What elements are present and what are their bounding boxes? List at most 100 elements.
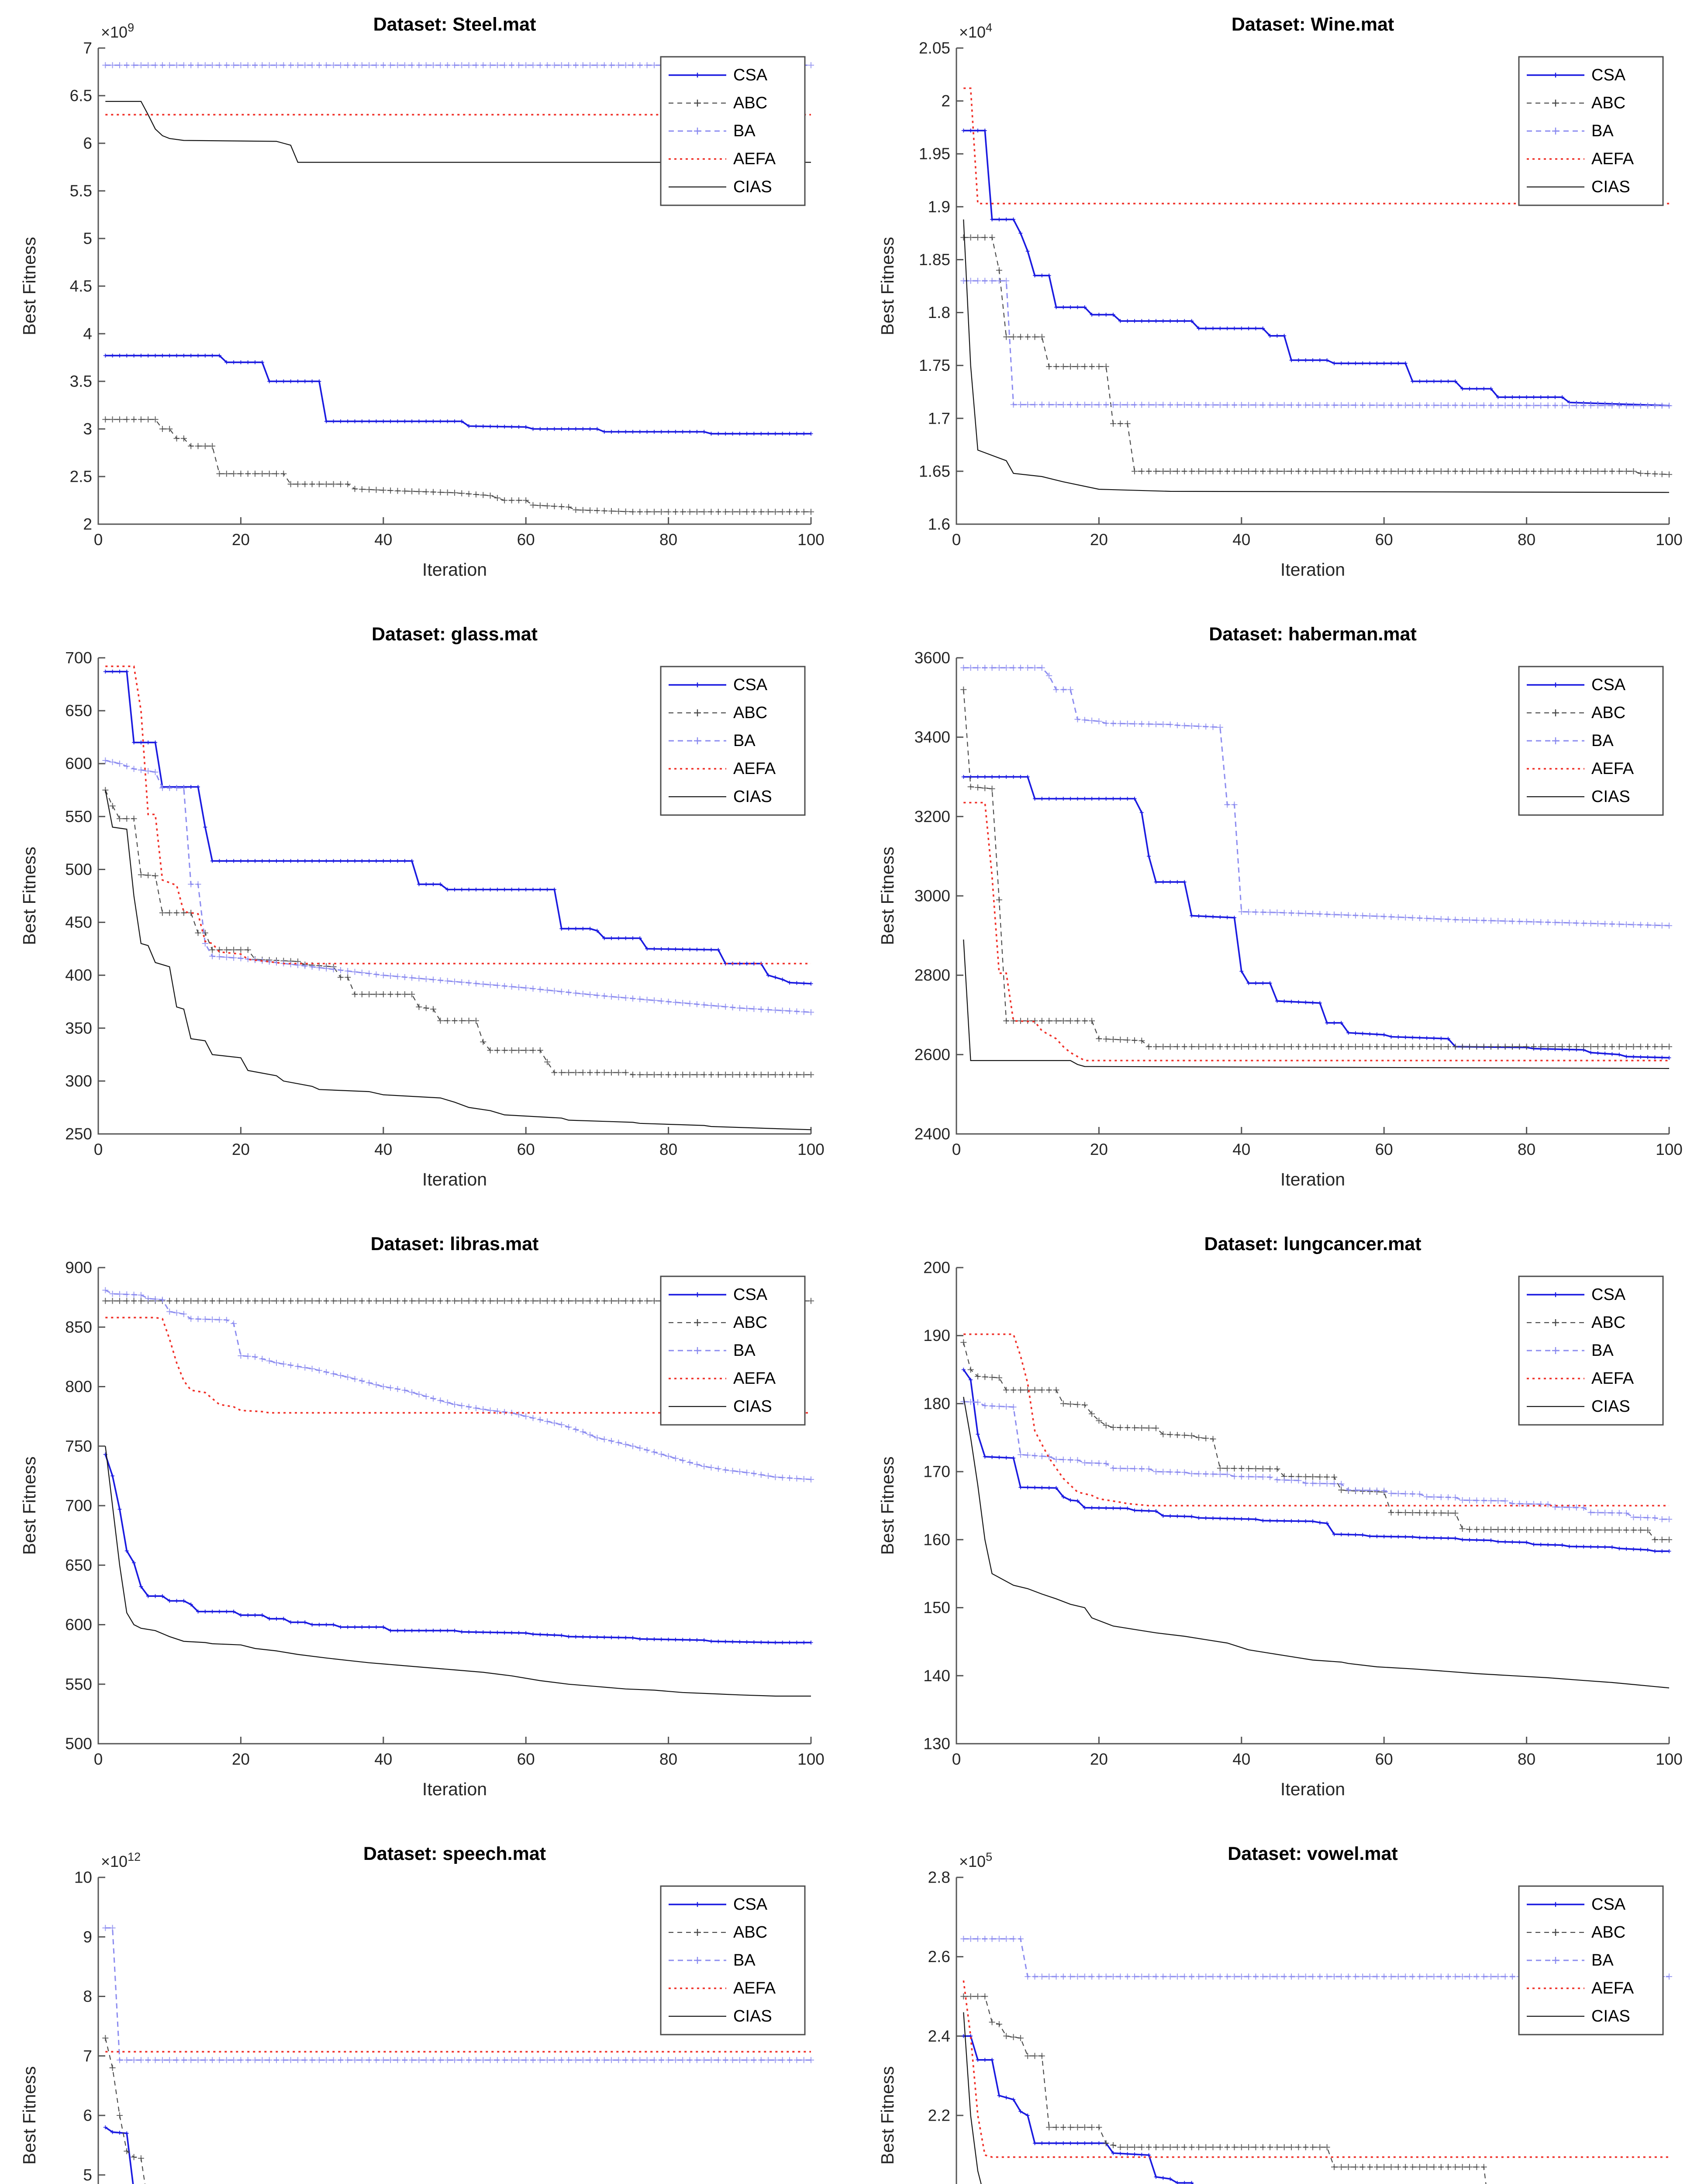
y-tick-label: 2400: [914, 1125, 950, 1143]
series-markers-ABC: [960, 234, 1672, 478]
legend-label-BA: BA: [1591, 122, 1614, 140]
y-tick-label: 4: [83, 325, 92, 343]
chart-dataset-libras-mat: 500 550 600 650 700 750 800 850 900 0 20 40 60 80 100 D…: [11, 1227, 828, 1813]
series-line-AEFA: [963, 1333, 1669, 1507]
series-markers-BA: [960, 664, 1672, 929]
legend-label-AEFA: AEFA: [1591, 1369, 1634, 1388]
series-line-CIAS: [105, 1446, 811, 1697]
plot-dataset-libras-mat: 500 550 600 650 700 750 800 850 900 0 20 40 60 80 100 D…: [11, 1227, 828, 1813]
series-markers-CSA: [103, 1452, 813, 1645]
y-tick-label: 400: [65, 966, 92, 984]
legend-label-BA: BA: [733, 1341, 756, 1360]
y-axis-label: Best Fitness: [877, 1456, 897, 1555]
legend-label-BA: BA: [733, 122, 756, 140]
y-tick-label: 550: [65, 1675, 92, 1693]
series-line-AEFA: [105, 1317, 811, 1414]
legend-label-ABC: ABC: [733, 704, 767, 722]
series-markers-CSA: [961, 1368, 1671, 1553]
y-tick-label: 170: [923, 1463, 950, 1481]
x-tick-label: 80: [659, 1140, 677, 1158]
series-line-AEFA: [963, 1980, 1669, 2158]
legend-label-CSA: CSA: [733, 1286, 768, 1304]
y-tick-label: 7: [83, 39, 92, 57]
x-tick-label: 40: [1232, 1750, 1250, 1768]
chart-title: Dataset: haberman.mat: [1209, 624, 1417, 645]
legend-label-CSA: CSA: [1591, 66, 1626, 84]
x-tick-label: 80: [659, 531, 677, 549]
legend-label-CIAS: CIAS: [733, 1397, 772, 1416]
x-tick-label: 40: [374, 1750, 392, 1768]
legend-label-CSA: CSA: [1591, 1286, 1626, 1304]
x-tick-label: 0: [94, 531, 103, 549]
legend-label-BA: BA: [1591, 1341, 1614, 1360]
legend-label-ABC: ABC: [733, 94, 767, 112]
y-tick-label: 160: [923, 1531, 950, 1548]
y-tick-label: 7: [83, 2047, 92, 2065]
legend-label-AEFA: AEFA: [733, 150, 776, 168]
x-tick-label: 60: [517, 531, 535, 549]
legend-label-ABC: ABC: [733, 1313, 767, 1332]
y-tick-label: 350: [65, 1019, 92, 1037]
legend-label-CSA: CSA: [733, 1895, 768, 1914]
legend-marker-BA: [1552, 1957, 1559, 1964]
y-tick-label: 800: [65, 1378, 92, 1396]
y-tick-label: 1.75: [919, 356, 950, 374]
series-markers-BA: [102, 1287, 814, 1482]
series-markers-ABC: [102, 416, 814, 515]
legend-label-CSA: CSA: [733, 66, 768, 84]
series-line-CIAS: [105, 790, 811, 1130]
series-markers-BA: [960, 1398, 1672, 1523]
legend-marker-ABC: [1552, 1319, 1559, 1326]
x-tick-label: 40: [374, 531, 392, 549]
y-tick-label: 850: [65, 1318, 92, 1336]
legend-label-AEFA: AEFA: [1591, 150, 1634, 168]
y-axis-exponent: ×1012: [101, 1850, 141, 1870]
x-tick-label: 100: [797, 1750, 825, 1768]
x-tick-label: 100: [1656, 1140, 1683, 1158]
chart-dataset-haberman-mat: 2400 2600 2800 3000 3200 3400 3600 0 20 40 60 80 100…: [869, 618, 1686, 1203]
y-tick-label: 2.6: [928, 1948, 950, 1966]
legend-marker-ABC: [1552, 709, 1559, 716]
x-tick-label: 0: [94, 1140, 103, 1158]
legend-marker-ABC: [694, 100, 701, 107]
legend-marker-ABC: [1552, 1929, 1559, 1936]
legend-label-BA: BA: [733, 732, 756, 750]
y-tick-label: 1.85: [919, 251, 950, 269]
y-tick-label: 180: [923, 1395, 950, 1413]
chart-dataset-glass-mat: 250 300 350 400 450 500 550 600 650 700 0 20 40 60 80 1…: [11, 618, 828, 1203]
x-tick-label: 20: [232, 531, 250, 549]
x-tick-label: 0: [952, 531, 961, 549]
legend-marker-ABC: [694, 1319, 701, 1326]
series-markers-ABC: [102, 2035, 144, 2162]
legend-marker-ABC: [1552, 100, 1559, 107]
legend-label-BA: BA: [1591, 732, 1614, 750]
series-line-CSA: [963, 2035, 1194, 2184]
y-tick-label: 4.5: [70, 277, 92, 295]
x-axis-label: Iteration: [422, 560, 487, 580]
x-tick-label: 100: [1656, 1750, 1683, 1768]
y-tick-label: 2: [83, 515, 92, 533]
chart-title: Dataset: Wine.mat: [1232, 14, 1394, 35]
y-tick-label: 150: [923, 1599, 950, 1617]
y-tick-label: 3600: [914, 649, 950, 667]
y-tick-label: 9: [83, 1928, 92, 1946]
chart-title: Dataset: glass.mat: [372, 624, 538, 645]
legend-label-AEFA: AEFA: [1591, 760, 1634, 778]
y-tick-label: 500: [65, 1735, 92, 1753]
y-tick-label: 500: [65, 860, 92, 878]
y-tick-label: 5: [83, 230, 92, 248]
plot-dataset-wine-mat: 1.6 1.65 1.7 1.75 1.8 1.85 1.9 1.95 2 2.05 0 20 40 60…: [869, 8, 1686, 593]
chart-title: Dataset: vowel.mat: [1228, 1843, 1398, 1864]
y-tick-label: 6: [83, 2107, 92, 2125]
plot-dataset-glass-mat: 250 300 350 400 450 500 550 600 650 700 0 20 40 60 80 1…: [11, 618, 828, 1203]
legend-label-CIAS: CIAS: [1591, 788, 1630, 806]
legend-box: [1518, 666, 1664, 816]
x-tick-label: 60: [1375, 1140, 1393, 1158]
legend-label-ABC: ABC: [1591, 1923, 1625, 1942]
y-tick-label: 250: [65, 1125, 92, 1143]
legend-label-AEFA: AEFA: [1591, 1979, 1634, 1997]
series-line-CIAS: [963, 939, 1670, 1069]
